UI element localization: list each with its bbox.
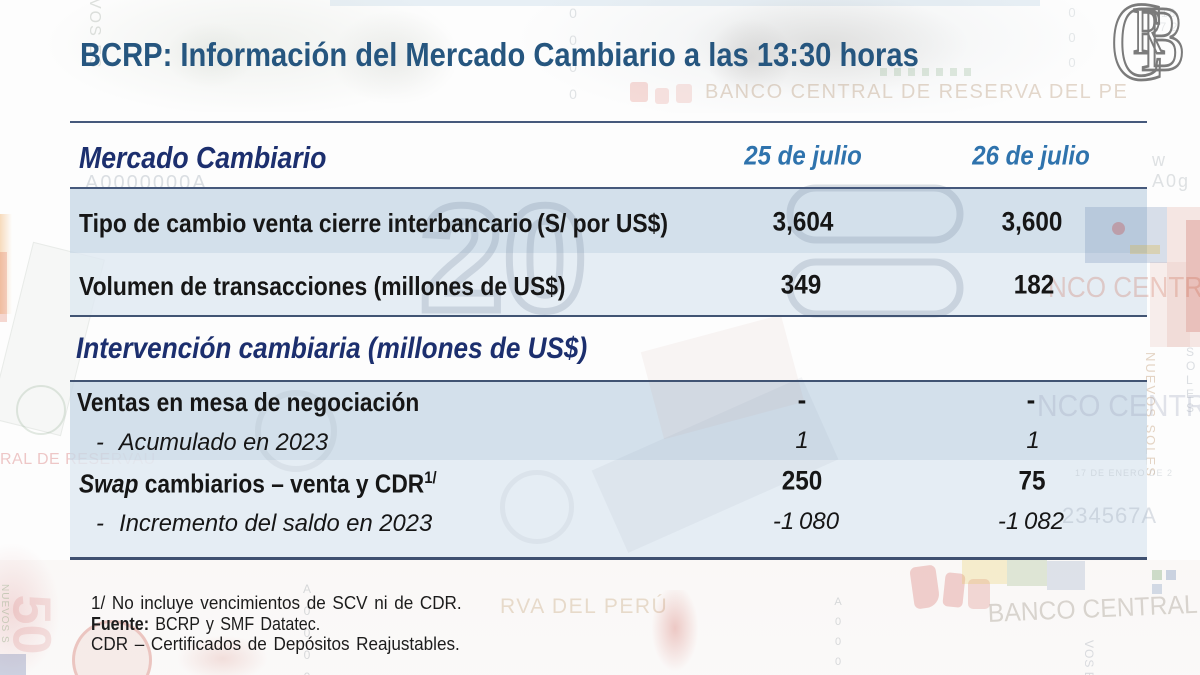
svg-text:C: C: [1111, 0, 1164, 94]
svg-text:B: B: [1141, 0, 1185, 91]
svg-text:R: R: [1133, 0, 1165, 68]
